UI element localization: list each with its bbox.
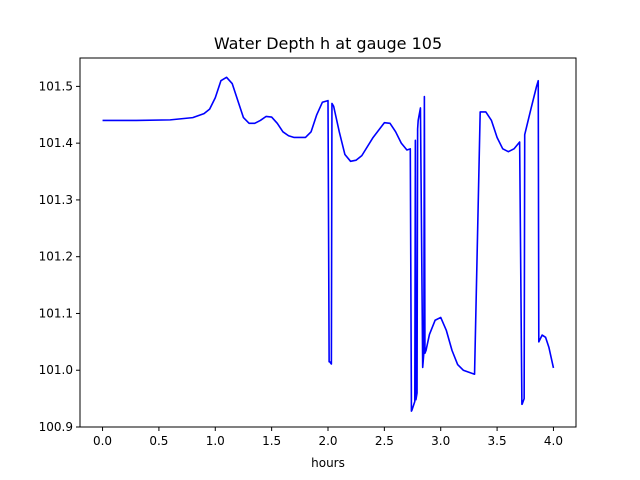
chart-title: Water Depth h at gauge 105	[214, 34, 442, 53]
x-tick-label: 2.0	[318, 434, 337, 448]
y-axis: 100.9 101.0 101.1 101.2 101.3 101.4 101.5	[39, 79, 80, 434]
x-tick-label: 4.0	[544, 434, 563, 448]
x-tick-label: 1.5	[262, 434, 281, 448]
x-tick-label: 0.5	[149, 434, 168, 448]
y-tick-label: 101.3	[39, 193, 73, 207]
x-tick-label: 3.5	[488, 434, 507, 448]
x-tick-label: 3.0	[431, 434, 450, 448]
x-tick-label: 0.0	[93, 434, 112, 448]
y-tick-label: 101.2	[39, 250, 73, 264]
y-tick-label: 101.5	[39, 79, 73, 93]
plot-area	[102, 76, 555, 412]
x-tick-label: 1.0	[206, 434, 225, 448]
y-tick-label: 101.1	[39, 306, 73, 320]
x-tick-label: 2.5	[375, 434, 394, 448]
x-axis-label: hours	[311, 456, 345, 470]
y-tick-label: 101.4	[39, 136, 73, 150]
y-tick-label: 100.9	[39, 420, 73, 434]
series-line-0	[102, 76, 555, 412]
y-tick-label: 101.0	[39, 363, 73, 377]
x-axis: 0.0 0.5 1.0 1.5 2.0 2.5 3.0 3.5 4.0	[93, 427, 563, 448]
